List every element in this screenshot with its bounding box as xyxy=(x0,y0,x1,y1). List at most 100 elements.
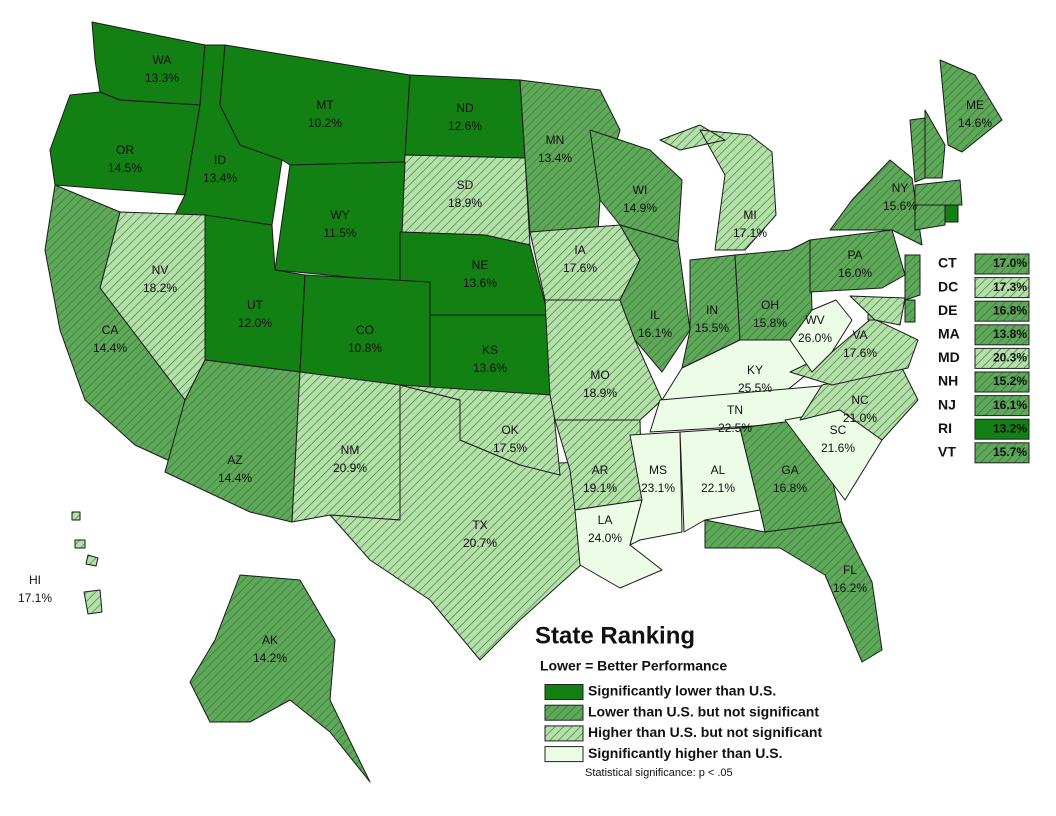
state-shape xyxy=(679,427,761,533)
state-value: 14.6% xyxy=(958,116,992,130)
state-abbr: CA xyxy=(102,323,119,337)
state-abbr: MI xyxy=(743,208,756,222)
legend-note: Statistical significance: p < .05 xyxy=(585,767,733,779)
state-shape xyxy=(789,299,853,373)
state-shape xyxy=(619,224,691,373)
state-shape xyxy=(91,21,206,106)
legend-subtitle: Lower = Better Performance xyxy=(540,658,727,674)
inset-abbr: NH xyxy=(938,373,958,389)
state-abbr: MS xyxy=(649,463,667,477)
state-shape xyxy=(704,519,883,663)
inset-value: 13.2% xyxy=(993,421,1027,435)
state-shape xyxy=(909,117,926,183)
inset-swatch xyxy=(974,277,1030,299)
state-value: 20.7% xyxy=(463,536,497,550)
state-shape xyxy=(924,109,946,179)
state-abbr: AK xyxy=(262,633,278,647)
inset-value: 15.2% xyxy=(993,374,1027,388)
legend-label: Higher than U.S. but not significant xyxy=(588,724,822,740)
state-value: 21.0% xyxy=(843,411,877,425)
inset-abbr: VT xyxy=(938,444,956,460)
inset-value: 13.8% xyxy=(993,327,1027,341)
state-value: 15.5% xyxy=(695,321,729,335)
state-abbr: ID xyxy=(214,153,226,167)
state-shape xyxy=(71,511,103,615)
state-shape xyxy=(799,367,919,441)
inset-value: 17.0% xyxy=(993,256,1027,270)
state-value: 22.1% xyxy=(701,481,735,495)
state-abbr: AR xyxy=(592,463,609,477)
state-abbr: NC xyxy=(851,393,869,407)
state-value: 11.5% xyxy=(323,226,356,240)
state-value: 13.6% xyxy=(473,361,507,375)
inset-abbr: CT xyxy=(938,255,957,271)
state-value: 13.6% xyxy=(463,276,497,290)
state-shape xyxy=(219,44,411,166)
inset-swatch xyxy=(974,300,1030,322)
legend-label: Lower than U.S. but not significant xyxy=(588,703,819,719)
state-shape xyxy=(849,295,906,326)
state-value: 17.1% xyxy=(733,226,767,240)
inset-swatch xyxy=(974,324,1030,346)
state-abbr: IL xyxy=(650,308,660,322)
state-value: 13.3% xyxy=(145,71,179,85)
inset-abbr: DC xyxy=(938,278,958,294)
legend-swatch xyxy=(544,684,584,700)
state-value: 10.8% xyxy=(348,341,382,355)
inset-abbr: NJ xyxy=(938,396,956,412)
state-abbr: WI xyxy=(633,183,648,197)
state-abbr: IA xyxy=(574,243,585,257)
legend-swatch xyxy=(544,725,584,742)
state-abbr: SC xyxy=(830,423,847,437)
state-abbr: PA xyxy=(847,248,862,262)
state-shape xyxy=(944,204,959,223)
state-abbr: AL xyxy=(711,463,726,477)
state-abbr: HI xyxy=(29,573,41,587)
state-value: 14.4% xyxy=(218,471,252,485)
state-abbr: TN xyxy=(727,403,743,417)
state-shape xyxy=(404,74,526,159)
state-value: 18.9% xyxy=(583,386,617,400)
state-value: 13.4% xyxy=(203,171,237,185)
state-abbr: MT xyxy=(316,98,334,112)
state-shape xyxy=(829,159,923,246)
inset-value: 20.3% xyxy=(993,351,1027,365)
state-abbr: AZ xyxy=(227,453,242,467)
state-abbr: FL xyxy=(843,563,857,577)
state-shape xyxy=(904,299,916,323)
state-value: 23.1% xyxy=(641,481,675,495)
inset-swatch xyxy=(974,418,1030,440)
legend-label: Significantly higher than U.S. xyxy=(588,745,782,761)
legend-title: State Ranking xyxy=(535,622,695,649)
state-value: 14.5% xyxy=(108,161,142,175)
state-shape xyxy=(189,574,371,783)
state-abbr: LA xyxy=(598,513,613,527)
state-value: 18.2% xyxy=(143,281,177,295)
state-abbr: WY xyxy=(330,208,349,222)
state-abbr: GA xyxy=(781,463,798,477)
state-abbr: UT xyxy=(247,298,264,312)
state-abbr: TX xyxy=(472,518,487,532)
inset-swatch xyxy=(974,371,1030,393)
state-abbr: NV xyxy=(152,263,169,277)
state-value: 21.6% xyxy=(821,441,855,455)
state-value: 15.8% xyxy=(753,316,787,330)
state-value: 17.5% xyxy=(493,441,527,455)
legend-swatch xyxy=(544,704,584,721)
state-abbr: CO xyxy=(356,323,374,337)
inset-swatch xyxy=(974,442,1030,464)
legend-label: Significantly lower than U.S. xyxy=(588,683,776,699)
state-abbr: WA xyxy=(153,53,172,67)
state-value: 26.0% xyxy=(798,331,832,345)
states-layer xyxy=(44,21,1003,783)
state-value: 19.1% xyxy=(583,481,617,495)
state-value: 14.2% xyxy=(253,651,287,665)
inset-swatch xyxy=(974,347,1030,369)
state-value: 15.6% xyxy=(883,199,917,213)
state-abbr: OR xyxy=(116,143,134,157)
state-value: 10.2% xyxy=(308,116,342,130)
state-value: 16.2% xyxy=(833,581,867,595)
inset-abbr: MA xyxy=(938,326,960,342)
state-shape xyxy=(809,229,906,293)
